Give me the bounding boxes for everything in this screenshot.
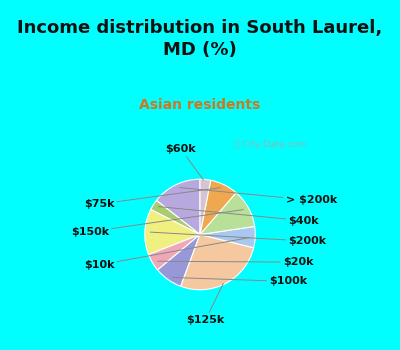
Text: $20k: $20k <box>158 257 313 267</box>
Text: $150k: $150k <box>71 210 243 237</box>
Wedge shape <box>200 180 236 234</box>
Wedge shape <box>148 234 200 270</box>
Text: $40k: $40k <box>158 206 319 226</box>
Wedge shape <box>156 179 200 235</box>
Wedge shape <box>200 193 255 235</box>
Wedge shape <box>200 226 255 248</box>
Wedge shape <box>181 234 254 290</box>
Wedge shape <box>158 234 200 286</box>
Text: $10k: $10k <box>84 238 250 270</box>
Text: Income distribution in South Laurel,
MD (%): Income distribution in South Laurel, MD … <box>17 19 383 60</box>
Text: $60k: $60k <box>165 144 204 180</box>
Text: $75k: $75k <box>84 188 220 209</box>
Text: $125k: $125k <box>186 284 225 325</box>
Text: $100k: $100k <box>172 276 307 286</box>
Wedge shape <box>200 179 211 235</box>
Text: $200k: $200k <box>150 232 326 246</box>
Text: ⓘ City-Data.com: ⓘ City-Data.com <box>234 140 307 149</box>
Wedge shape <box>145 210 200 254</box>
Text: Asian residents: Asian residents <box>139 98 261 112</box>
Text: > $200k: > $200k <box>180 188 337 205</box>
Wedge shape <box>151 201 200 234</box>
